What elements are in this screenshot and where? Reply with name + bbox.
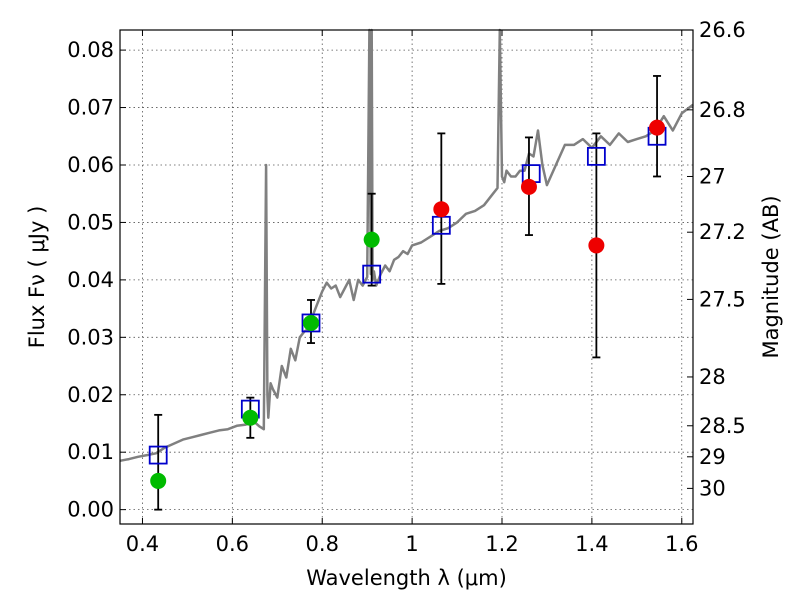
y-tick-label: 0.03: [67, 325, 114, 349]
photometry-circle-marker: [363, 231, 380, 248]
y2-tick-label: 27: [699, 164, 726, 188]
marker-layer: [148, 119, 667, 489]
y-tick-label: 0.06: [67, 153, 114, 177]
grid: [120, 30, 693, 524]
x-tick-label: 0.4: [126, 532, 159, 556]
y-tick-label: 0.05: [67, 210, 114, 234]
photometry-circle-marker: [520, 178, 537, 195]
y2-tick-label: 27.5: [699, 287, 746, 311]
y2-tick-label: 26.8: [699, 98, 746, 122]
y-tick-label: 0.02: [67, 383, 114, 407]
spectrum-layer: [119, 28, 694, 463]
plot-frame: [119, 29, 694, 525]
y-tick-label: 0.04: [67, 268, 114, 292]
x-tick-label: 0.8: [306, 532, 339, 556]
model-square-marker: [301, 313, 321, 333]
x-tick-label: 1: [405, 532, 418, 556]
model-square-marker: [362, 264, 382, 284]
x-tick-label: 1.4: [575, 532, 608, 556]
y-tick-label: 0.00: [67, 498, 114, 522]
y2-tick-label: 26.6: [699, 18, 746, 42]
y2-tick-label: 28.5: [699, 414, 746, 438]
x-tick-label: 1.6: [665, 532, 698, 556]
spectrum-line: [119, 28, 694, 463]
tick-layer: [120, 29, 693, 524]
model-square-marker: [148, 445, 168, 465]
y2-tick-label: 30: [699, 476, 726, 500]
y2-tick-label: 28: [699, 365, 726, 389]
x-tick-label: 1.2: [485, 532, 518, 556]
y-tick-label: 0.07: [67, 96, 114, 120]
x-tick-label: 0.6: [216, 532, 249, 556]
photometry-circle-marker: [433, 201, 450, 218]
y2-tick-label: 29: [699, 445, 726, 469]
photometry-circle-marker: [649, 119, 666, 136]
x-axis-label: Wavelength λ (μm): [306, 566, 507, 590]
y-axis-label: Flux Fν ( μJy ): [25, 206, 49, 349]
photometry-circle-marker: [242, 409, 259, 426]
y-tick-label: 0.01: [67, 440, 114, 464]
photometry-circle-marker: [150, 472, 167, 489]
y2-axis-label: Magnitude (AB): [759, 195, 783, 358]
photometry-circle-marker: [303, 314, 319, 331]
model-square-marker: [586, 146, 606, 166]
label-layer: 0.4 0.6 0.8 1 1.2 1.4 1.6 0.00 0.01 0.02 0.03 0.04 0…: [25, 18, 783, 590]
y-tick-label: 0.08: [67, 38, 114, 62]
photometry-circle-marker: [588, 237, 605, 254]
y2-tick-label: 27.2: [699, 220, 746, 244]
